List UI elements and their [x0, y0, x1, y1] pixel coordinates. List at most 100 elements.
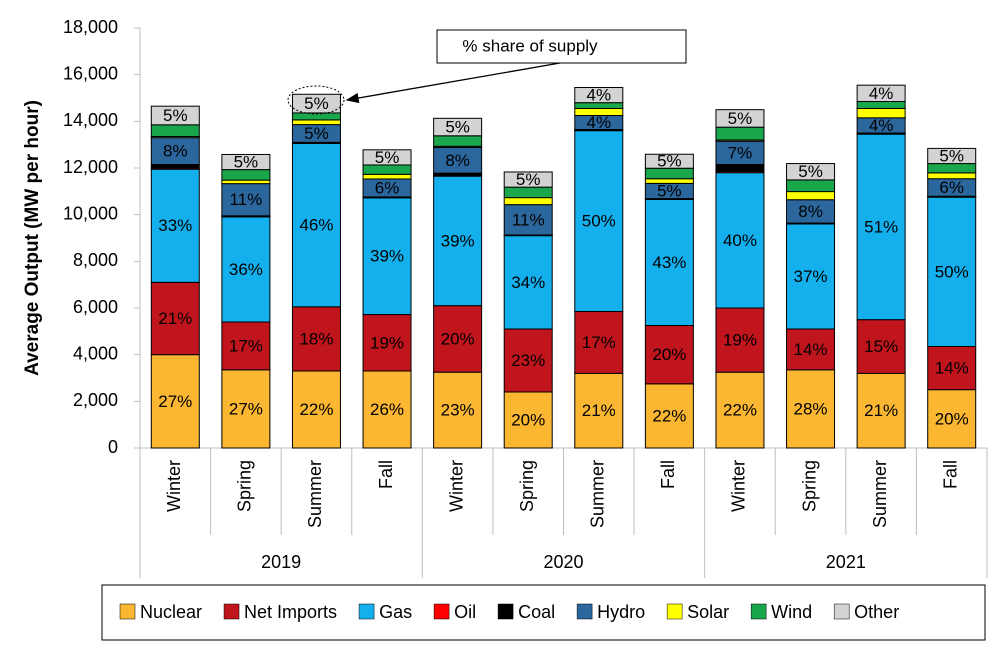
- bar-segment: [574, 372, 624, 449]
- annotation-text: % share of supply: [462, 36, 598, 55]
- bar-segment: [786, 163, 836, 181]
- x-tick-label: Fall: [658, 460, 678, 489]
- bar-segment: [362, 314, 412, 372]
- bar-segment: [786, 191, 836, 201]
- value-label: 22%: [299, 400, 333, 419]
- bar-segment: [503, 391, 553, 449]
- value-label: 4%: [587, 113, 612, 132]
- y-tick-label: 8,000: [73, 250, 118, 270]
- bar-segment: [221, 216, 271, 323]
- bar-segment: [927, 346, 977, 391]
- value-label: 4%: [869, 84, 894, 103]
- value-label: 20%: [511, 410, 545, 429]
- y-tick-label: 14,000: [63, 110, 118, 130]
- value-label: 5%: [798, 162, 823, 181]
- x-tick-label: Fall: [376, 460, 396, 489]
- value-label: 39%: [441, 231, 475, 250]
- bar-segment: [715, 172, 765, 309]
- bar-segment: [715, 371, 765, 449]
- y-tick-label: 16,000: [63, 63, 118, 83]
- legend-label: Gas: [379, 602, 412, 622]
- y-tick-label: 2,000: [73, 390, 118, 410]
- bar-segment: [433, 175, 483, 307]
- value-label: 51%: [864, 217, 898, 236]
- bar-segment: [362, 173, 412, 180]
- bar-segment: [433, 117, 483, 137]
- bar-segment: [503, 328, 553, 393]
- legend-label: Wind: [771, 602, 812, 622]
- value-label: 5%: [939, 146, 964, 165]
- bar-segment: [786, 369, 836, 449]
- value-label: 50%: [935, 262, 969, 281]
- value-label: 19%: [723, 331, 757, 350]
- x-tick-label: Summer: [870, 460, 890, 528]
- bar-segment: [715, 164, 765, 172]
- bar-segment: [574, 87, 624, 104]
- value-label: 21%: [158, 309, 192, 328]
- bar-segment: [150, 281, 200, 356]
- value-label: 8%: [798, 202, 823, 221]
- value-label: 4%: [869, 116, 894, 135]
- value-label: 5%: [304, 124, 329, 143]
- bar-segment: [715, 307, 765, 373]
- value-label: 11%: [512, 210, 545, 229]
- bar-segment: [644, 325, 694, 385]
- bar-segment: [503, 171, 553, 188]
- value-label: 43%: [652, 253, 686, 272]
- bar-segment: [574, 130, 624, 312]
- value-label: 5%: [234, 153, 259, 172]
- value-label: 6%: [375, 178, 400, 197]
- bar-segment: [503, 197, 553, 206]
- annotation-circle: [287, 85, 345, 115]
- value-label: 21%: [582, 401, 616, 420]
- bar-segment: [574, 311, 624, 374]
- bar-segment: [927, 147, 977, 165]
- value-label: 8%: [163, 142, 188, 161]
- bar-segment: [362, 149, 412, 166]
- bar-segment: [856, 372, 906, 449]
- value-label: 33%: [158, 216, 192, 235]
- value-label: 50%: [582, 212, 616, 231]
- bar-segment: [150, 124, 200, 138]
- legend-label: Other: [854, 602, 899, 622]
- bar-segment: [644, 178, 694, 184]
- y-axis-label: Average Output (MW per hour): [22, 100, 43, 376]
- legend-label: Coal: [518, 602, 555, 622]
- bar-segment: [644, 383, 694, 449]
- y-tick-label: 10,000: [63, 203, 118, 223]
- bar-segment: [574, 108, 624, 116]
- value-label: 39%: [370, 247, 404, 266]
- value-label: 5%: [728, 109, 753, 128]
- legend-swatch: [358, 603, 375, 620]
- value-label: 40%: [723, 231, 757, 250]
- value-label: 20%: [441, 329, 475, 348]
- annotation-box: [436, 29, 687, 64]
- x-tick-label: Spring: [517, 460, 537, 512]
- group-label: 2021: [826, 552, 866, 572]
- x-tick-label: Spring: [235, 460, 255, 512]
- legend-label: Net Imports: [244, 602, 337, 622]
- x-tick-label: Winter: [164, 460, 184, 512]
- x-tick-label: Winter: [729, 460, 749, 512]
- bar-segment: [291, 370, 341, 449]
- x-tick-label: Summer: [588, 460, 608, 528]
- x-tick-label: Fall: [940, 460, 960, 489]
- bar-segment: [433, 305, 483, 373]
- legend-swatch: [119, 603, 136, 620]
- bar-segment: [503, 235, 553, 330]
- value-label: 5%: [445, 118, 470, 137]
- value-label: 20%: [652, 345, 686, 364]
- value-label: 27%: [158, 392, 192, 411]
- annotation-arrow: [345, 62, 561, 104]
- value-label: 4%: [587, 86, 612, 105]
- value-label: 5%: [375, 148, 400, 167]
- bar-segment: [221, 183, 271, 217]
- bar-segment: [927, 196, 977, 347]
- value-label: 37%: [794, 267, 828, 286]
- value-label: 5%: [657, 181, 682, 200]
- value-label: 26%: [370, 400, 404, 419]
- value-label: 5%: [163, 106, 188, 125]
- x-tick-label: Summer: [305, 460, 325, 528]
- legend-label: Solar: [687, 602, 729, 622]
